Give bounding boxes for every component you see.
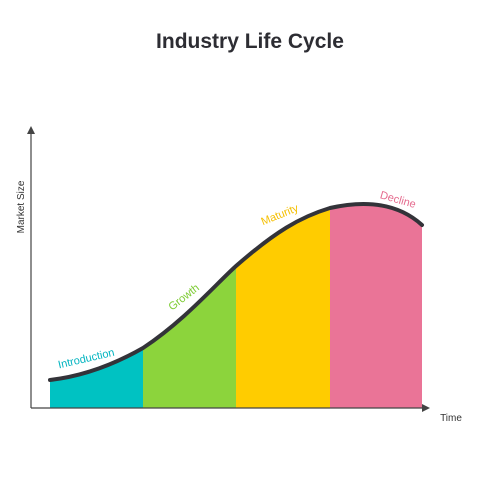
y-axis-label: Market Size: [16, 180, 27, 233]
stage-area-maturity: [236, 203, 330, 408]
x-axis-label: Time: [440, 413, 462, 424]
x-axis-arrow: [422, 404, 430, 412]
market-size-curve: [48, 201, 424, 382]
y-axis-arrow: [27, 126, 35, 134]
chart-title: Industry Life Cycle: [156, 30, 344, 53]
stage-area-decline: [330, 203, 422, 408]
